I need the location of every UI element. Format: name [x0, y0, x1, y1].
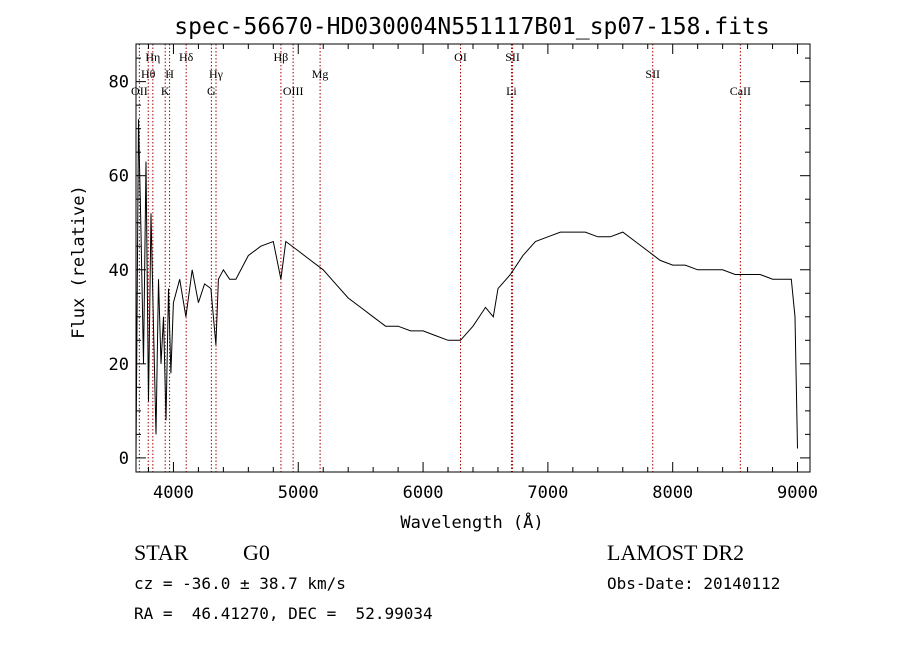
spectral-line-label: OIII [283, 84, 304, 98]
spectral-line-label: Hβ [274, 50, 289, 64]
spectral-line-label: Mg [312, 67, 329, 81]
plot-frame [135, 43, 811, 473]
x-axis-title: Wavelength (Å) [400, 511, 543, 533]
spectral-line-markers: OII Hθ Hη HK Hδ Hγ G Hβ OIII Mg OI SII Li SII CaII [131, 44, 751, 472]
y-tick-label: 60 [109, 167, 129, 187]
survey-name: LAMOST DR2 [607, 540, 745, 565]
obs-date-text: Obs-Date: 20140112 [607, 574, 781, 593]
spectrum-line [135, 119, 798, 458]
coordinates-text: RA = 46.41270, DEC = 52.99034 [134, 604, 433, 623]
chart-title: spec-56670-HD030004N551117B01_sp07-158.f… [174, 14, 769, 40]
x-tick-label: 4000 [153, 483, 194, 503]
x-tick-label: 9000 [777, 483, 818, 503]
spectral-line-label: CaII [730, 84, 751, 98]
spectral-line-label: OII [131, 84, 148, 98]
axis-ticks: 4000 5000 6000 7000 8000 9000 0 20 40 60 80 [109, 44, 818, 503]
y-tick-label: 0 [119, 449, 129, 469]
x-tick-label: 8000 [652, 483, 693, 503]
y-axis-title: Flux (relative) [69, 185, 89, 339]
y-tick-label: 40 [109, 261, 129, 281]
spectral-line-label: K [161, 84, 170, 98]
spectral-line-label: Hη [145, 50, 160, 64]
spectral-line-label: OI [454, 50, 467, 64]
spectral-line-label: H [165, 67, 174, 81]
spectral-line-label: SII [505, 50, 520, 64]
spectral-line-label: Hθ [141, 67, 156, 81]
redshift-text: cz = -36.0 ± 38.7 km/s [134, 574, 346, 593]
spectral-line-label: SII [645, 67, 660, 81]
x-tick-label: 6000 [403, 483, 444, 503]
spectral-line-label: Hγ [209, 67, 224, 81]
x-tick-label: 7000 [527, 483, 568, 503]
object-class: STAR [134, 540, 189, 565]
object-subclass: G0 [243, 540, 270, 565]
spectral-line-label: G [207, 84, 216, 98]
x-tick-label: 5000 [278, 483, 319, 503]
spectral-line-label: Hδ [179, 50, 194, 64]
y-tick-label: 20 [109, 355, 129, 375]
y-tick-label: 80 [109, 73, 129, 93]
spectral-line-label: Li [506, 84, 517, 98]
